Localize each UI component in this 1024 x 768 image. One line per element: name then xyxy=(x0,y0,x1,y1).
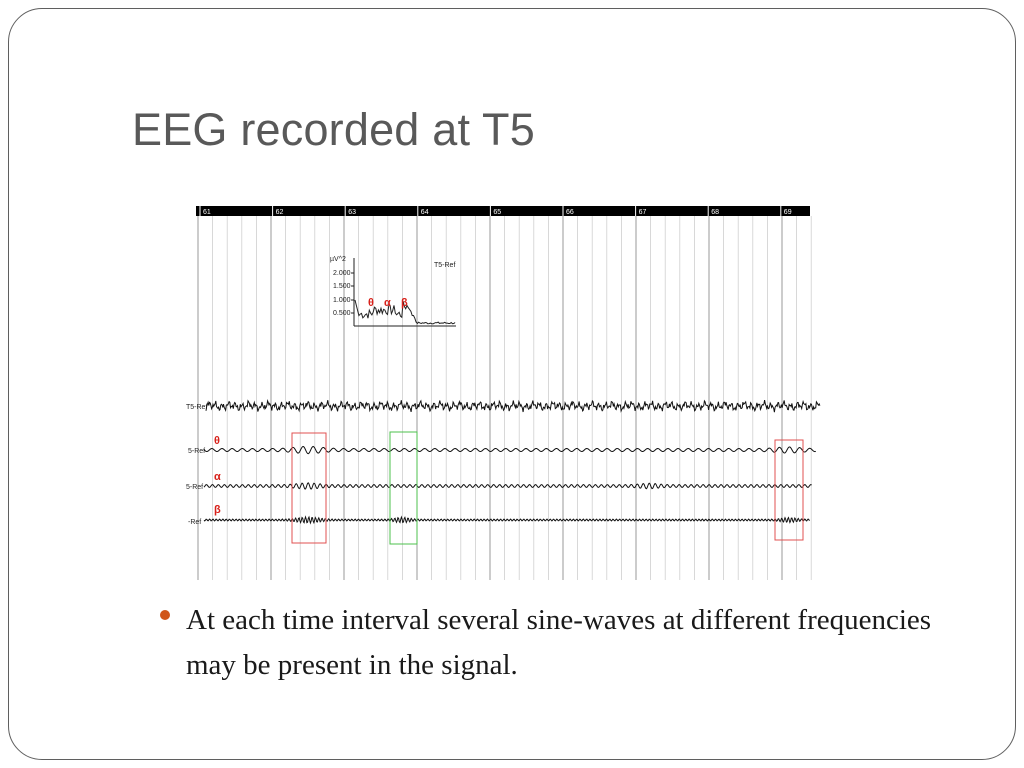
bullet-dot-icon xyxy=(160,610,170,620)
spectrum-ytick-label: 2.000 xyxy=(333,270,351,277)
time-ruler: 61 62 63 64 65 66 67 68 69 xyxy=(196,206,810,216)
ruler-label-62: 62 xyxy=(276,209,284,216)
ruler-label-61: 61 xyxy=(203,209,211,216)
trace-alpha xyxy=(203,482,812,490)
ruler-label-63: 63 xyxy=(348,209,356,216)
spectrum-unit-label: µV^2 xyxy=(330,256,346,263)
ruler-label-66: 66 xyxy=(566,209,574,216)
ruler-label-68: 68 xyxy=(711,209,719,216)
channel-label-4: -Ref xyxy=(188,519,201,526)
highlight-box-red-left xyxy=(291,432,327,544)
highlight-box-green xyxy=(389,431,418,545)
ruler-label-65: 65 xyxy=(493,209,501,216)
channel-label-1: T5-Ref xyxy=(186,404,207,411)
spectrum-curve xyxy=(354,299,456,325)
spectrum-inset: µV^2 2.000 1.500 1.000 0.500 T5-Ref θ α β xyxy=(330,256,456,327)
beta-band-label: β xyxy=(214,504,221,516)
highlight-box-red-right xyxy=(774,439,804,541)
spectrum-ytick-label: 0.500 xyxy=(333,310,351,317)
slide-frame xyxy=(8,8,1016,760)
theta-band-label: θ xyxy=(214,435,220,447)
ruler-label-69: 69 xyxy=(784,209,792,216)
trace-theta xyxy=(203,445,816,455)
spectrum-alpha-label: α xyxy=(384,297,391,309)
trace-raw xyxy=(205,399,821,413)
spectrum-ytick-label: 1.500 xyxy=(333,283,351,290)
vertical-grid xyxy=(197,216,812,580)
ruler-bar xyxy=(196,206,810,216)
ruler-label-67: 67 xyxy=(639,209,647,216)
spectrum-channel-label: T5-Ref xyxy=(434,262,455,269)
ruler-label-64: 64 xyxy=(421,209,429,216)
channel-label-2: 5-Ref xyxy=(188,448,205,455)
spectrum-ytick-label: 1.000 xyxy=(333,297,351,304)
slide-title: EEG recorded at T5 xyxy=(132,104,535,155)
spectrum-beta-label: β xyxy=(401,297,408,309)
eeg-figure: 61 62 63 64 65 66 67 68 69 µV^2 2.000 1.500 1.000 0… xyxy=(186,206,821,580)
eeg-traces: T5-Ref 5-Ref 5-Ref -Ref θ α β xyxy=(186,399,821,545)
channel-label-3: 5-Ref xyxy=(186,484,203,491)
trace-beta xyxy=(203,515,810,525)
bullet-text: At each time interval several sine-waves… xyxy=(186,604,932,681)
alpha-band-label: α xyxy=(214,471,221,483)
ruler-labels: 61 62 63 64 65 66 67 68 69 xyxy=(199,206,792,216)
spectrum-theta-label: θ xyxy=(368,297,374,309)
